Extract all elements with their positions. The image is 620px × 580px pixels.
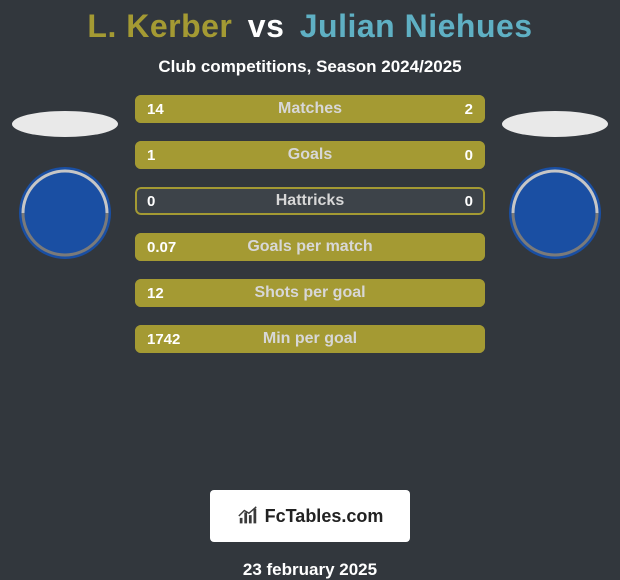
stat-row: 12Shots per goal [135, 279, 485, 307]
stat-label: Goals per match [135, 233, 485, 261]
comparison-area: FCH FCH 142Matches10Goals00Hattricks0.07… [0, 95, 620, 202]
badge-ring-icon [17, 165, 113, 261]
title-player1: L. Kerber [87, 8, 232, 44]
stat-label: Shots per goal [135, 279, 485, 307]
player1-avatar-placeholder [12, 111, 118, 137]
player1-club-badge: FCH [17, 165, 113, 261]
stat-row: 1742Min per goal [135, 325, 485, 353]
stat-row: 0.07Goals per match [135, 233, 485, 261]
player2-avatar-placeholder [502, 111, 608, 137]
stat-row: 142Matches [135, 95, 485, 123]
player2-side: FCH [490, 95, 620, 261]
chart-icon [237, 505, 259, 527]
player1-side: FCH [0, 95, 130, 261]
date-text: 23 february 2025 [243, 560, 377, 580]
content-root: L. Kerber vs Julian Niehues Club competi… [0, 0, 620, 580]
stat-row: 10Goals [135, 141, 485, 169]
player2-club-badge: FCH [507, 165, 603, 261]
page-title: L. Kerber vs Julian Niehues [87, 8, 532, 45]
stat-row: 00Hattricks [135, 187, 485, 215]
subtitle: Club competitions, Season 2024/2025 [158, 57, 461, 77]
stat-label: Min per goal [135, 325, 485, 353]
title-vs: vs [248, 8, 285, 44]
stat-label: Hattricks [135, 187, 485, 215]
stat-label: Goals [135, 141, 485, 169]
stat-label: Matches [135, 95, 485, 123]
title-player2: Julian Niehues [300, 8, 533, 44]
stats-column: 142Matches 10Goals 00Hattricks 0.07Goals pe… [135, 95, 485, 353]
badge-ring-icon [507, 165, 603, 261]
branding-box: FcTables.com [210, 490, 410, 542]
branding-text: FcTables.com [265, 506, 384, 527]
